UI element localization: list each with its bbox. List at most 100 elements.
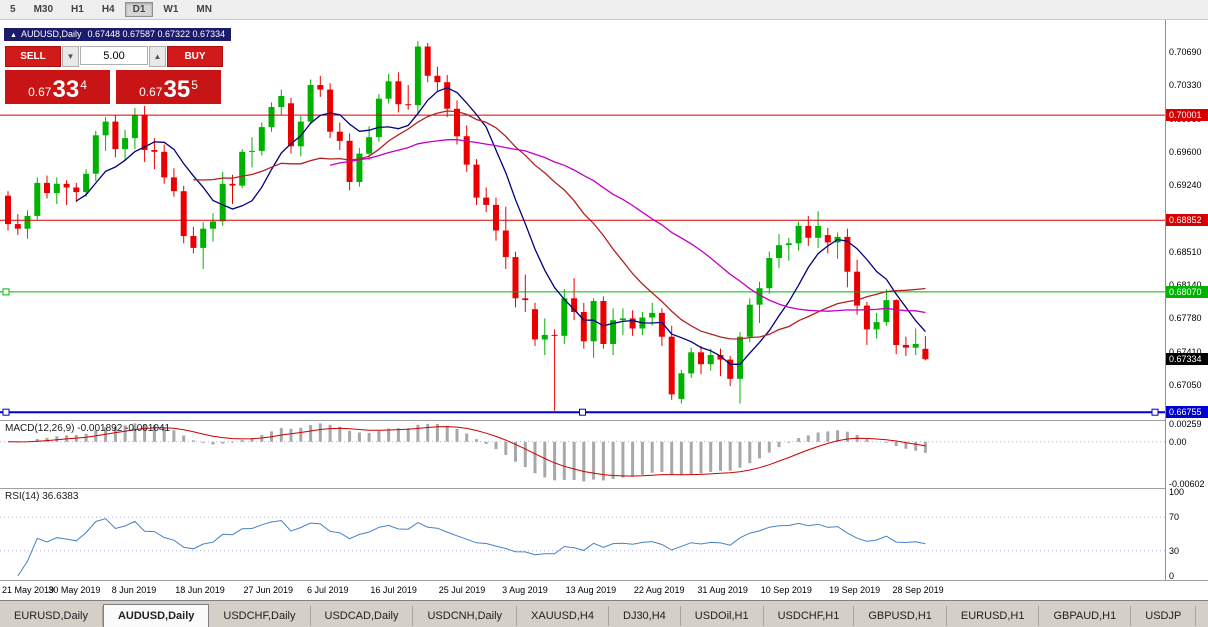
axis-tick-label: 100 xyxy=(1169,487,1185,497)
collapse-triangle-icon[interactable]: ▲ xyxy=(10,32,17,39)
rsi-panel-canvas[interactable] xyxy=(0,488,1165,580)
date-tick-label: 18 Jun 2019 xyxy=(175,585,225,595)
date-tick-label: 30 May 2019 xyxy=(48,585,101,595)
sell-button[interactable]: SELL xyxy=(5,46,61,67)
chart-tab-usdchf-daily[interactable]: USDCHF,Daily xyxy=(209,606,311,626)
date-tick-label: 22 Aug 2019 xyxy=(633,585,685,595)
horizontal-level-lines[interactable] xyxy=(0,114,1165,416)
axis-tick-label: 0.68140 xyxy=(1169,280,1202,290)
date-tick-label: 27 Jun 2019 xyxy=(243,585,294,595)
axis-tick-label: 0.67050 xyxy=(1169,380,1202,391)
chart-tab-eurusd-h1[interactable]: EURUSD,H1 xyxy=(947,606,1040,626)
chart-tab-usdcnh-daily[interactable]: USDCNH,Daily xyxy=(413,606,518,626)
line-handle xyxy=(2,288,10,296)
chart-tab-bar: EURUSD,Daily AUDUSD,Daily USDCHF,Daily USDC… xyxy=(0,600,1208,627)
buy-price-display[interactable]: 0.67 35 5 xyxy=(116,70,221,104)
chart-tab-usdjp[interactable]: USDJP xyxy=(1131,606,1197,626)
macd-signal-line xyxy=(7,426,926,477)
timeframe-button-w1[interactable]: W1 xyxy=(163,4,179,15)
panel-separator xyxy=(0,580,1208,581)
timeframe-button-h4[interactable]: H4 xyxy=(101,4,115,15)
chart-tab-eurusd-daily[interactable]: EURUSD,Daily xyxy=(0,606,103,626)
one-click-trade-panel: SELL ▼ ▲ BUY 0.67 33 4 0.67 35 5 xyxy=(4,45,228,105)
panel-separator xyxy=(0,420,1208,421)
price-level-label: 0.66755 xyxy=(1166,406,1208,419)
date-tick-label: 10 Sep 2019 xyxy=(760,585,812,595)
chart-tab-dj30-h4[interactable]: DJ30,H4 xyxy=(609,606,681,626)
symbol-period-label: AUDUSD,Daily xyxy=(20,29,82,39)
axis-tick-label: 0.69240 xyxy=(1169,179,1202,190)
date-tick-label: 6 Jul 2019 xyxy=(306,585,349,595)
timeframe-toolbar: 5 M30 H1 H4 D1 W1 MN xyxy=(0,0,1208,20)
line-handle xyxy=(579,408,586,416)
price-level-label: 0.70001 xyxy=(1166,109,1208,122)
moving-average-lines xyxy=(75,87,926,365)
axis-tick-label: 0.67780 xyxy=(1169,313,1202,324)
timeframe-button-m30[interactable]: M30 xyxy=(33,4,54,15)
timeframe-button-mn[interactable]: MN xyxy=(196,4,212,15)
price-level-label: 0.68070 xyxy=(1166,285,1208,298)
buy-price-pip: 5 xyxy=(191,78,198,92)
axis-tick-label: 0.70330 xyxy=(1169,80,1202,90)
sell-price-display[interactable]: 0.67 33 4 xyxy=(5,70,110,104)
sell-price-pip: 4 xyxy=(80,78,87,92)
macd-indicator-label: MACD(12,26,9) -0.001892 -0.001041 xyxy=(5,423,171,434)
axis-tick-label: 0.00 xyxy=(1169,436,1187,447)
line-handle xyxy=(1151,408,1159,416)
sell-price-big: 33 xyxy=(52,76,80,103)
chart-tab-gbpusd-h1[interactable]: GBPUSD,H1 xyxy=(854,606,947,626)
axis-tick-label: 0.70690 xyxy=(1169,47,1202,57)
price-level-label: 0.67334 xyxy=(1166,353,1208,366)
date-tick-label: 28 Sep 2019 xyxy=(892,585,944,595)
volume-increase-button[interactable]: ▲ xyxy=(149,46,166,67)
timeframe-button-h1[interactable]: H1 xyxy=(71,4,84,15)
chevron-down-icon: ▼ xyxy=(66,52,75,61)
date-axis: 21 May 2019 30 May 2019 8 Jun 2019 18 Jun 2… xyxy=(0,581,1208,600)
date-tick-label: 8 Jun 2019 xyxy=(111,585,157,595)
trade-controls-row: SELL ▼ ▲ BUY xyxy=(5,46,227,67)
chart-tab-xauusd-h4[interactable]: XAUUSD,H4 xyxy=(517,606,609,626)
rsi-line xyxy=(17,518,926,577)
timeframe-button-5[interactable]: 5 xyxy=(10,4,16,15)
date-tick-label: 3 Aug 2019 xyxy=(502,585,548,595)
candlesticks xyxy=(5,41,929,411)
chart-tab-usdchf-h1[interactable]: USDCHF,H1 xyxy=(764,606,855,626)
buy-price-big: 35 xyxy=(163,76,191,103)
sell-price-prefix: 0.67 xyxy=(28,85,52,99)
volume-decrease-button[interactable]: ▼ xyxy=(62,46,79,67)
date-tick-label: 21 May 2019 xyxy=(2,585,55,595)
macd-panel-canvas[interactable] xyxy=(0,420,1165,488)
axis-tick-label: 0.68510 xyxy=(1169,246,1202,257)
date-tick-label: 16 Jul 2019 xyxy=(370,585,417,595)
buy-price-prefix: 0.67 xyxy=(139,85,163,99)
axis-tick-label: 0.69600 xyxy=(1169,146,1202,157)
date-tick-label: 19 Sep 2019 xyxy=(829,585,881,595)
timeframe-button-d1[interactable]: D1 xyxy=(124,2,154,17)
axis-tick-label: 0.67410 xyxy=(1169,347,1202,357)
chart-tab-audusd-daily[interactable]: AUDUSD,Daily xyxy=(102,604,210,627)
date-tick-label: 13 Aug 2019 xyxy=(565,585,617,595)
macd-histogram xyxy=(16,423,927,482)
trade-prices-row: 0.67 33 4 0.67 35 5 xyxy=(5,70,227,104)
chart-title-bar: ▲ AUDUSD,Daily 0.67448 0.67587 0.67322 0.6… xyxy=(4,28,232,41)
date-tick-label: 25 Jul 2019 xyxy=(438,585,486,595)
rsi-indicator-label: RSI(14) 36.6383 xyxy=(5,491,79,502)
axis-tick-label: -0.00602 xyxy=(1169,478,1205,489)
line-handle xyxy=(2,408,10,416)
right-price-axis: 0.706900.703300.699600.696000.692400.685… xyxy=(1165,20,1208,581)
axis-tick-label: 0.00259 xyxy=(1169,418,1202,429)
buy-button[interactable]: BUY xyxy=(167,46,223,67)
ohlc-values: 0.67448 0.67587 0.67322 0.67334 xyxy=(87,29,226,39)
volume-input[interactable] xyxy=(80,46,148,65)
panel-separator xyxy=(0,488,1208,489)
chart-tab-gbpaud-h1[interactable]: GBPAUD,H1 xyxy=(1039,606,1132,626)
axis-tick-label: 70 xyxy=(1169,512,1180,523)
axis-tick-label: 30 xyxy=(1169,545,1180,556)
date-tick-label: 31 Aug 2019 xyxy=(697,585,748,595)
axis-tick-label: 0 xyxy=(1169,571,1175,581)
chart-tab-usdcad-daily[interactable]: USDCAD,Daily xyxy=(311,606,414,626)
price-level-label: 0.68852 xyxy=(1166,214,1208,227)
chevron-up-icon: ▲ xyxy=(153,52,162,61)
chart-tab-usdoil-h1[interactable]: USDOil,H1 xyxy=(681,606,764,626)
